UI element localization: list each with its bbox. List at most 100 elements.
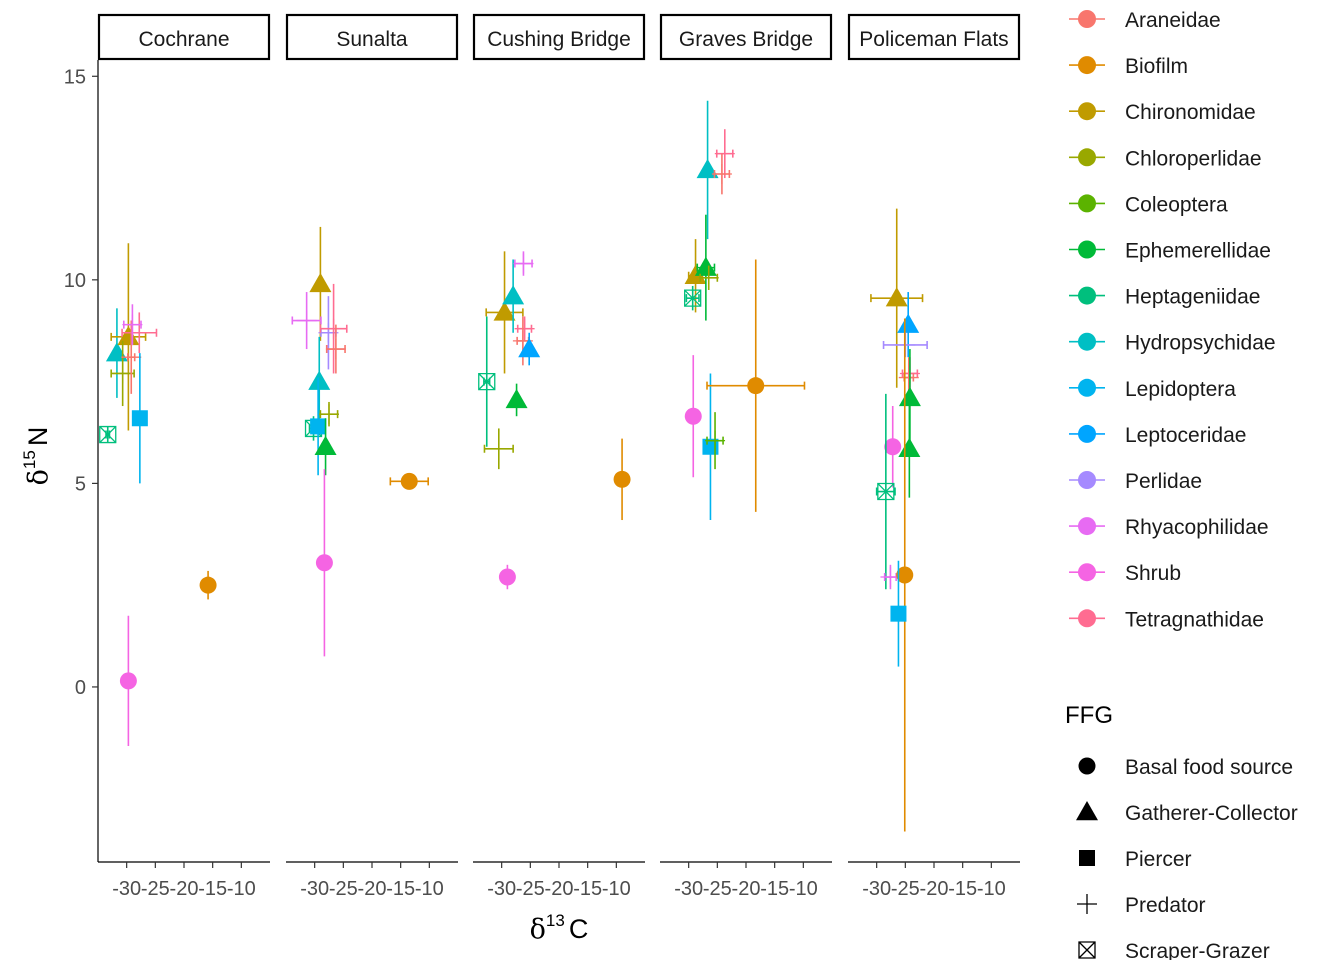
legend-key-marker — [1078, 286, 1096, 305]
legend-taxon-label: Hydropsychidae — [1125, 332, 1276, 355]
legend-taxon-label: Shrub — [1125, 562, 1181, 585]
legend-taxon-entry: Lepidoptera — [1069, 378, 1236, 401]
x-tick-label: -25 — [141, 878, 170, 900]
legend-taxon-entry: Hydropsychidae — [1069, 332, 1276, 355]
data-point-marker — [308, 370, 331, 390]
legend-key-marker — [1078, 240, 1096, 259]
legend-ffg-title: FFG — [1065, 702, 1113, 729]
data-point-marker — [885, 287, 908, 307]
data-point — [696, 100, 719, 240]
x-tick-label: -20 — [920, 878, 949, 900]
legend-taxon-entry: Shrub — [1069, 562, 1181, 585]
x-tick-label: -25 — [703, 878, 732, 900]
data-point — [319, 283, 348, 374]
legend-taxon-entry: Rhyacophilidae — [1069, 516, 1269, 539]
legend-ffg-marker — [1078, 941, 1096, 959]
legend-ffg-entry: Scraper-Grazer — [1078, 940, 1270, 960]
x-axis-title: δ13 C — [530, 911, 589, 945]
legend-key-marker — [1078, 148, 1096, 167]
data-point — [514, 316, 535, 341]
data-point-marker — [514, 318, 535, 339]
data-point-marker — [684, 264, 707, 285]
legend-taxon-label: Leptoceridae — [1125, 424, 1246, 447]
x-tick-label: -15 — [573, 878, 602, 900]
x-axis-title-element: C — [569, 914, 589, 944]
facet-strip-label: Policeman Flats — [859, 28, 1008, 51]
data-point — [698, 265, 719, 291]
data-point-marker — [684, 407, 702, 425]
x-tick-label: -10 — [789, 878, 818, 900]
data-point-marker — [684, 289, 702, 307]
facet-strip-label: Cushing Bridge — [487, 28, 631, 51]
data-point-marker — [121, 347, 142, 368]
data-point — [505, 383, 528, 417]
data-point-marker — [319, 404, 339, 425]
legend-ffg-marker — [1077, 894, 1097, 914]
data-point — [122, 304, 143, 345]
legend-taxon-label: Rhyacophilidae — [1125, 516, 1269, 539]
data-point — [875, 393, 896, 590]
data-point-marker — [890, 605, 907, 622]
data-point-marker — [518, 338, 541, 358]
legend-key-marker — [1078, 332, 1096, 351]
data-point — [898, 399, 921, 498]
data-point — [518, 332, 541, 366]
legend-taxon-entry: Heptageniidae — [1069, 286, 1260, 309]
data-point-marker — [309, 272, 332, 293]
data-point-marker — [613, 470, 631, 488]
legend-ffg-entry: Gatherer-Collector — [1076, 801, 1298, 825]
facet-strip — [285, 13, 459, 61]
data-point-marker — [122, 314, 143, 335]
data-points — [99, 100, 928, 832]
data-point-marker — [877, 482, 895, 501]
data-point-marker — [199, 576, 217, 594]
legend-key-marker — [1078, 517, 1096, 536]
data-point — [705, 412, 726, 470]
data-point — [711, 153, 732, 195]
data-point-marker — [323, 318, 344, 339]
data-point — [110, 340, 135, 407]
facet-strip — [659, 13, 833, 61]
legend-ffg-marker — [1076, 801, 1098, 821]
legend-taxon-entry: Chironomidae — [1069, 101, 1256, 124]
facet-strip-label: Cochrane — [138, 28, 229, 51]
legend-taxon-entry: Perlidae — [1069, 470, 1202, 493]
data-point — [502, 259, 525, 333]
legend-key-marker — [1078, 609, 1096, 628]
data-point — [99, 425, 117, 444]
legend-taxon-entry: Biofilm — [1069, 55, 1188, 78]
x-tick-label: -10 — [602, 878, 631, 900]
data-point-marker — [325, 339, 346, 360]
data-point — [897, 292, 920, 358]
data-point — [890, 560, 907, 667]
data-point — [325, 324, 346, 374]
legend-ffg-label: Piercer — [1125, 848, 1192, 871]
data-point — [613, 438, 631, 521]
legend-ffg-entry: Predator — [1077, 894, 1206, 917]
data-point — [483, 428, 514, 470]
legend-taxon-entry: Chloroperlidae — [1069, 147, 1262, 170]
data-point-marker — [502, 285, 525, 305]
legend-ffg-entry: Piercer — [1079, 848, 1192, 871]
x-tick-label: -15 — [198, 878, 227, 900]
legend-taxon-entry: Tetragnathidae — [1069, 608, 1264, 631]
data-point-marker — [694, 256, 717, 276]
facet-strip — [847, 13, 1021, 61]
data-point — [896, 318, 914, 832]
facet-strips: Cochrane Sunalta Cushing Bridge Graves Brid… — [97, 13, 1021, 61]
data-point-marker — [898, 367, 919, 388]
legend-taxa: Araneidae Biofilm Chironomidae Chloroperlid… — [1069, 9, 1276, 631]
y-axis-title-superscript: 15 — [20, 450, 39, 469]
x-tick-label: -30 — [112, 878, 141, 900]
x-tick-label: -25 — [329, 878, 358, 900]
legend-taxon-label: Heptageniidae — [1125, 286, 1260, 309]
data-point-marker — [711, 163, 732, 184]
data-point-marker — [488, 438, 509, 459]
y-tick-label: 5 — [75, 473, 86, 495]
data-point-marker — [117, 325, 140, 346]
legend-taxon-entry: Araneidae — [1069, 9, 1221, 32]
data-point-marker — [498, 568, 516, 586]
x-axis-title-symbol: δ — [530, 914, 546, 945]
data-point — [105, 308, 128, 398]
